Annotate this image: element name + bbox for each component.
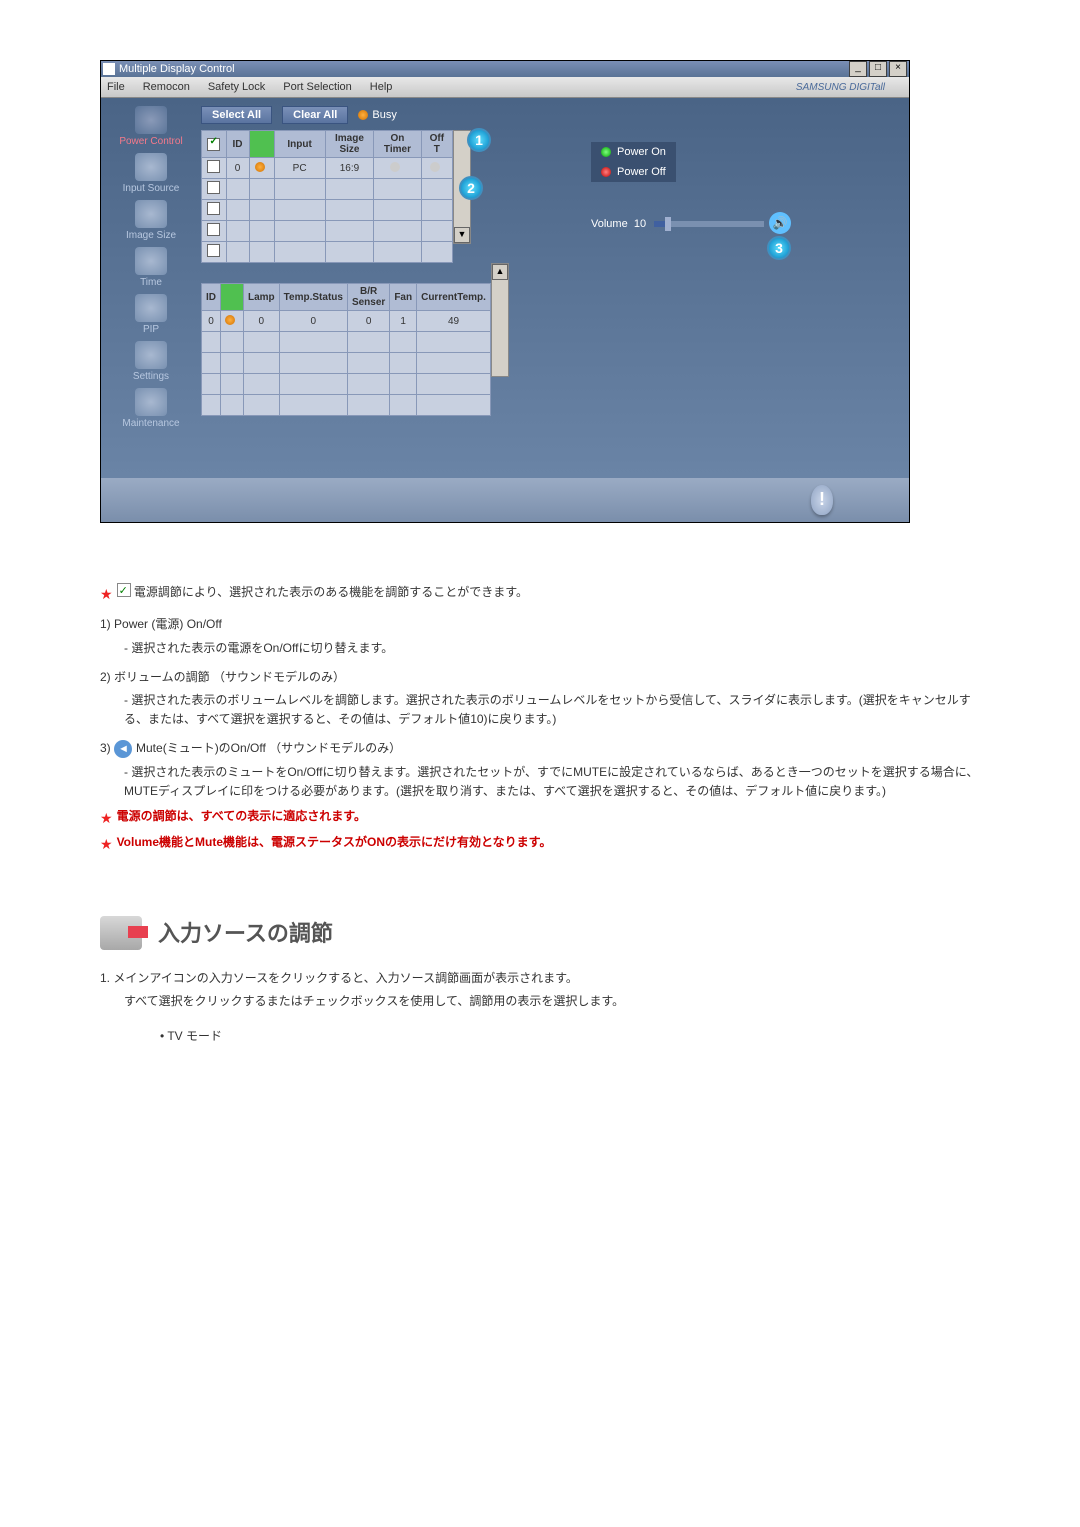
sidebar-item-maintenance[interactable]: Maintenance <box>122 388 179 429</box>
table-row[interactable]: 0 PC 16:9 <box>202 158 453 179</box>
check-icon <box>117 583 131 597</box>
status-led-icon <box>255 162 265 172</box>
volume-slider[interactable] <box>654 221 764 227</box>
section-heading: 入力ソースの調節 <box>100 916 980 951</box>
select-all-button[interactable]: Select All <box>201 106 272 124</box>
star-icon: ★ <box>100 807 113 829</box>
col-status <box>249 131 274 158</box>
menu-help[interactable]: Help <box>370 81 393 93</box>
step-1: 1. メインアイコンの入力ソースをクリックすると、入力ソース調節画面が表示されま… <box>100 969 980 1011</box>
mute-icon <box>114 740 132 758</box>
titlebar: Multiple Display Control _ □ × <box>101 61 909 77</box>
col-input: Input <box>274 131 325 158</box>
item-2: 2) ボリュームの調節 （サウンドモデルのみ） - 選択された表示のボリュームレ… <box>100 668 980 730</box>
close-button[interactable]: × <box>889 61 907 77</box>
power-off-button[interactable]: Power Off <box>591 162 676 182</box>
star-icon: ★ <box>100 583 113 605</box>
col-on-timer: On Timer <box>374 131 422 158</box>
menu-remocon[interactable]: Remocon <box>143 81 190 93</box>
row-checkbox[interactable] <box>207 160 220 173</box>
main-panel: Select All Clear All Busy ID Input Image… <box>201 98 909 478</box>
app-icon <box>103 63 115 75</box>
clear-all-button[interactable]: Clear All <box>282 106 348 124</box>
busy-indicator: Busy <box>358 109 396 121</box>
maximize-button[interactable]: □ <box>869 61 887 77</box>
minimize-button[interactable]: _ <box>849 61 867 77</box>
statusbar <box>101 478 909 522</box>
sidebar: Power Control Input Source Image Size Ti… <box>101 98 201 478</box>
device-icon <box>100 916 142 950</box>
col-off-timer: Off T <box>421 131 452 158</box>
scrollbar[interactable]: ▲ <box>491 263 509 377</box>
brand-logo: SAMSUNG DIGITall <box>796 82 885 93</box>
app-window: Multiple Display Control _ □ × File Remo… <box>100 60 910 523</box>
speaker-icon[interactable]: 🔊 <box>769 212 791 234</box>
menu-port-selection[interactable]: Port Selection <box>283 81 351 93</box>
star-icon: ★ <box>100 833 113 855</box>
window-title: Multiple Display Control <box>119 63 235 75</box>
sidebar-item-power[interactable]: Power Control <box>119 106 182 147</box>
item-3: 3) Mute(ミュート)のOn/Off （サウンドモデルのみ） - 選択された… <box>100 739 980 801</box>
status-table: ID Lamp Temp.Status B/R Senser Fan Curre… <box>201 283 491 416</box>
col-check <box>202 131 227 158</box>
item-1: 1) Power (電源) On/Off - 選択された表示の電源をOn/Off… <box>100 615 980 657</box>
sidebar-item-time[interactable]: Time <box>135 247 167 288</box>
sidebar-item-image-size[interactable]: Image Size <box>126 200 176 241</box>
info-icon[interactable] <box>811 485 833 515</box>
menu-safety-lock[interactable]: Safety Lock <box>208 81 265 93</box>
doc-content: ★ 電源調節により、選択された表示のある機能を調節することができます。 1) P… <box>100 583 980 1047</box>
sidebar-item-pip[interactable]: PIP <box>135 294 167 335</box>
sidebar-item-input[interactable]: Input Source <box>123 153 180 194</box>
status-led-icon <box>225 315 235 325</box>
callout-1: 1 <box>467 128 491 152</box>
volume-control: Volume 10 <box>591 218 791 230</box>
volume-label: Volume <box>591 218 628 230</box>
power-on-button[interactable]: Power On <box>591 142 676 162</box>
col-id: ID <box>226 131 249 158</box>
table-row[interactable]: 0 0 0 0 1 49 <box>202 311 491 332</box>
volume-value: 10 <box>634 218 646 230</box>
tv-mode: • TV モード <box>160 1027 980 1046</box>
callout-3: 3 <box>767 236 791 260</box>
sidebar-item-settings[interactable]: Settings <box>133 341 169 382</box>
menu-file[interactable]: File <box>107 81 125 93</box>
display-table: ID Input Image Size On Timer Off T 0 PC … <box>201 130 453 263</box>
menubar: File Remocon Safety Lock Port Selection … <box>101 77 909 98</box>
col-image-size: Image Size <box>325 131 373 158</box>
callout-2: 2 <box>459 176 483 200</box>
